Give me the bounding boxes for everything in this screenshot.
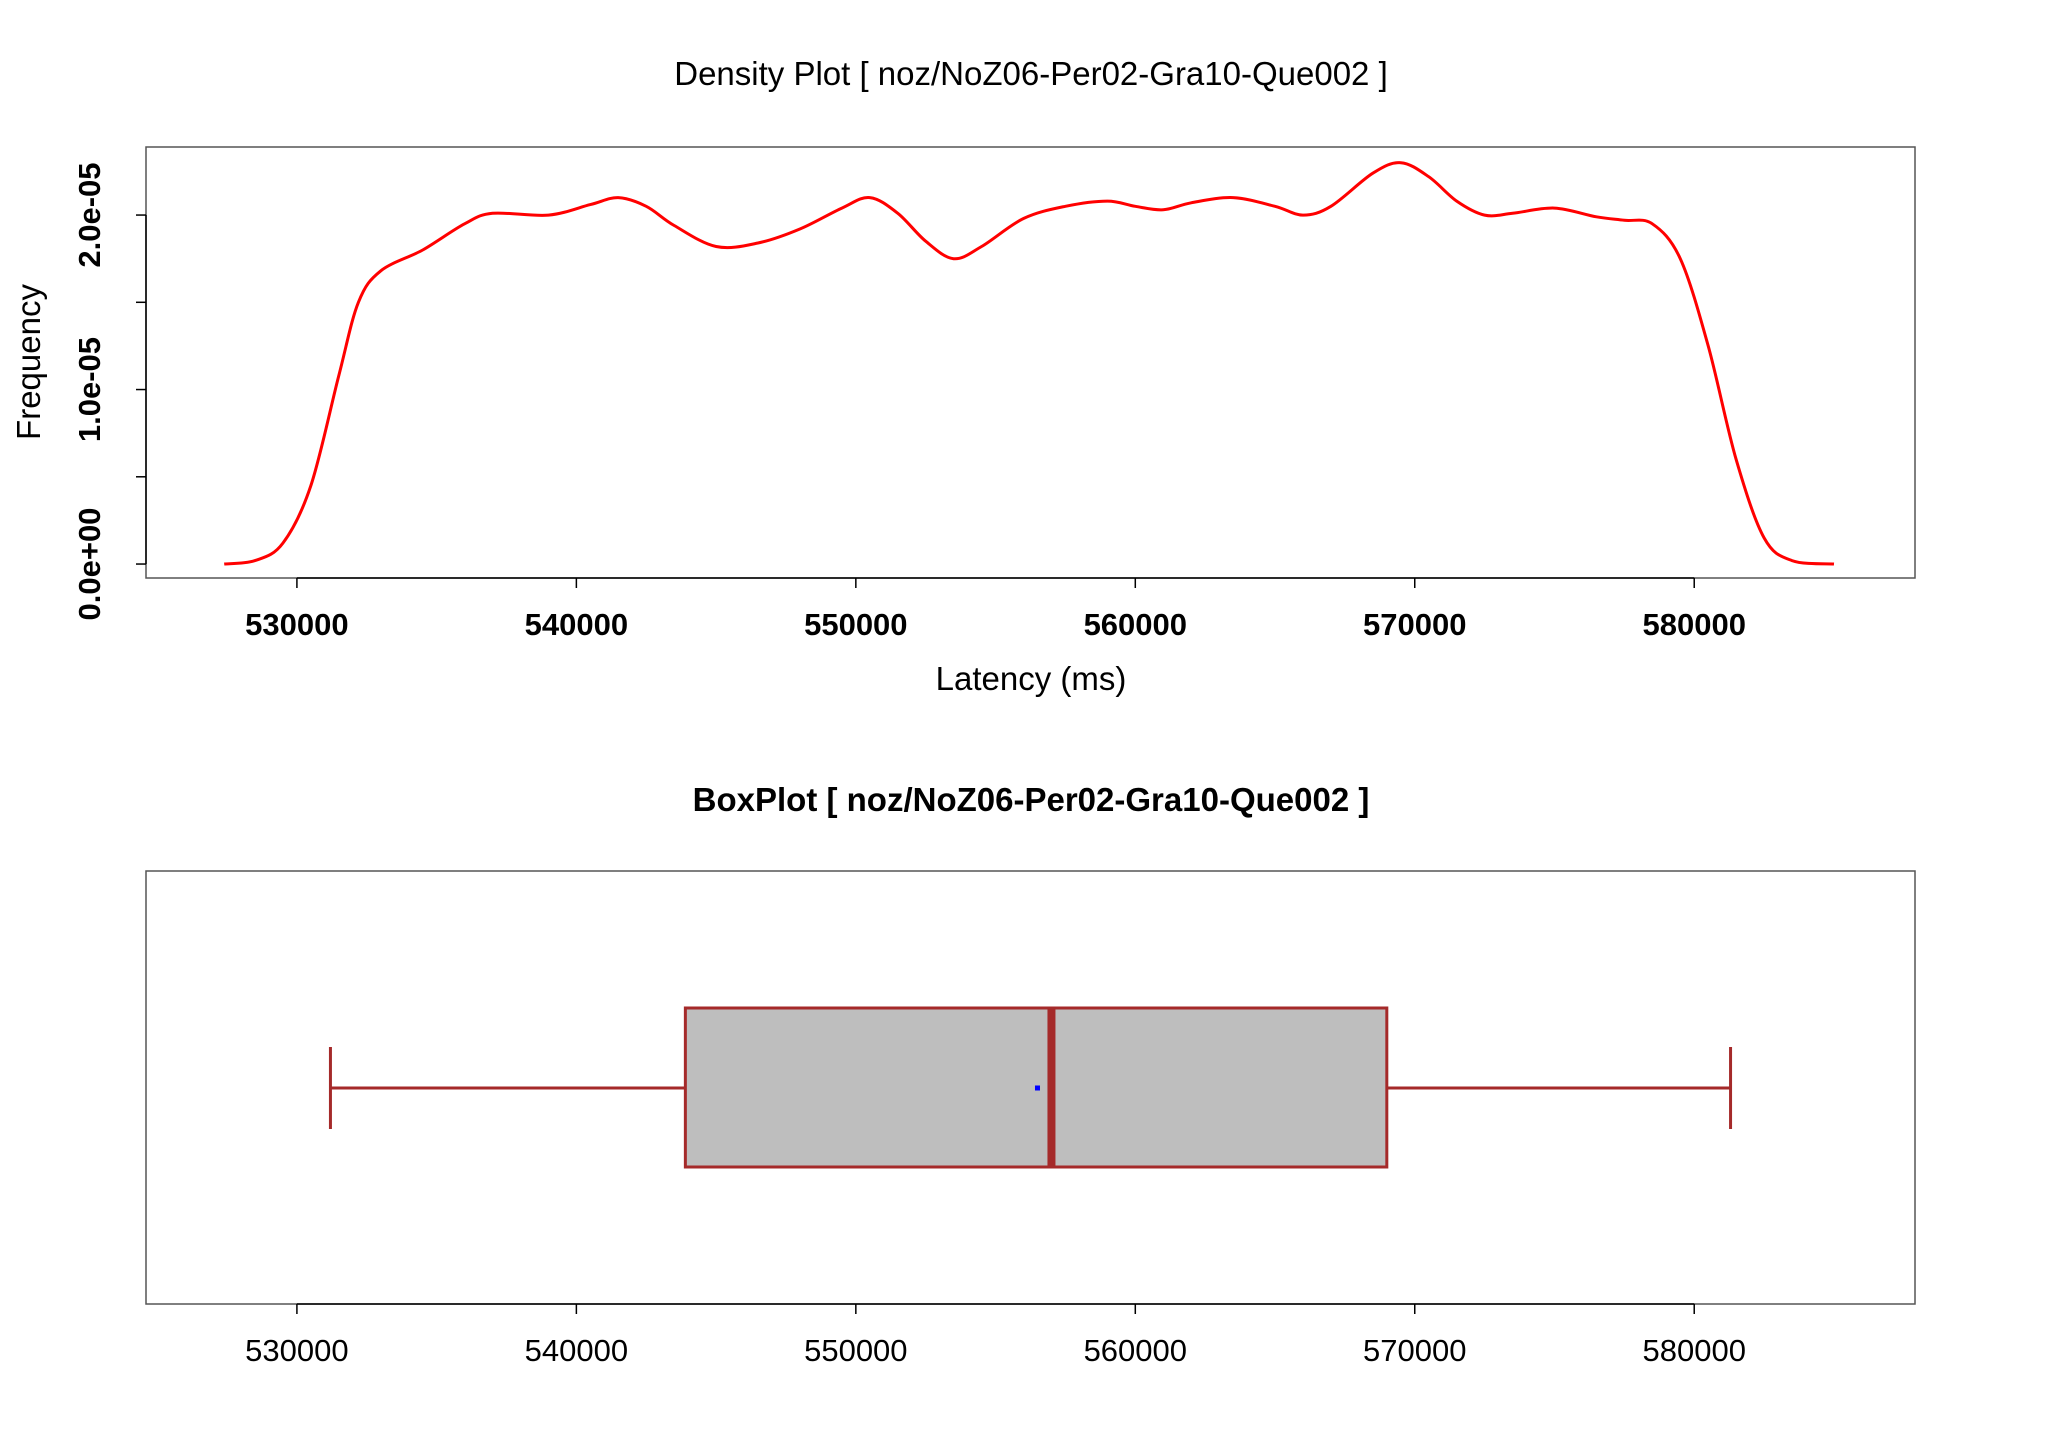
density-title: Density Plot [ noz/NoZ06-Per02-Gra10-Que…	[674, 55, 1388, 92]
density-y-tick-label: 0.0e+00	[72, 508, 107, 621]
density-x-tick-label: 580000	[1642, 607, 1745, 642]
density-series-line	[224, 161, 1835, 566]
density-x-tick-label: 570000	[1363, 607, 1466, 642]
box-x-tick-label: 550000	[804, 1333, 907, 1368]
density-x-axis: 530000 540000 550000 560000 570000 580000	[245, 577, 1746, 642]
box-x-tick-label: 570000	[1363, 1333, 1466, 1368]
density-y-axis: 0.0e+00 1.0e-05 2.0e-05	[72, 162, 147, 621]
density-y-axis-label: Frequency	[10, 284, 47, 440]
density-plot-frame	[145, 146, 1916, 579]
box-x-tick-label: 560000	[1084, 1333, 1187, 1368]
density-x-axis-label: Latency (ms)	[936, 660, 1127, 697]
box-x-tick-label: 540000	[525, 1333, 628, 1368]
density-x-tick-label: 540000	[525, 607, 628, 642]
box-x-tick-label: 530000	[245, 1333, 348, 1368]
density-x-tick-label: 560000	[1084, 607, 1187, 642]
density-y-tick-label: 1.0e-05	[72, 337, 107, 442]
box-title: BoxPlot [ noz/NoZ06-Per02-Gra10-Que002 ]	[693, 781, 1370, 818]
box-chart: BoxPlot [ noz/NoZ06-Per02-Gra10-Que002 ]…	[145, 781, 1916, 1368]
box-x-tick-label: 580000	[1642, 1333, 1745, 1368]
box-x-axis: 530000 540000 550000 560000 570000 580000	[245, 1303, 1746, 1368]
density-x-tick-label: 550000	[804, 607, 907, 642]
density-x-tick-label: 530000	[245, 607, 348, 642]
mean-marker	[1034, 1085, 1040, 1091]
density-y-tick-label: 2.0e-05	[72, 162, 107, 267]
density-chart: Density Plot [ noz/NoZ06-Per02-Gra10-Que…	[10, 55, 1916, 697]
